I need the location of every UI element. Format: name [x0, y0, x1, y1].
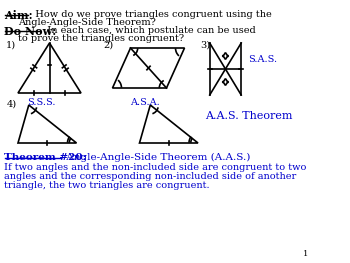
- Text: 4): 4): [6, 100, 16, 109]
- Text: How do we prove triangles congruent using the: How do we prove triangles congruent usin…: [29, 10, 272, 19]
- Text: S.S.S.: S.S.S.: [27, 98, 56, 107]
- Text: Do Now:: Do Now:: [5, 26, 57, 37]
- Text: triangle, the two triangles are congruent.: triangle, the two triangles are congruen…: [5, 181, 210, 190]
- Text: A.A.S. Theorem: A.A.S. Theorem: [205, 111, 293, 121]
- Text: In each case, which postulate can be used: In each case, which postulate can be use…: [41, 26, 256, 35]
- Text: 2): 2): [104, 41, 114, 50]
- Text: Theorem #20:: Theorem #20:: [5, 153, 87, 162]
- Text: If two angles and the non-included side are congruent to two: If two angles and the non-included side …: [5, 163, 307, 172]
- Text: Angle-Angle-Side Theorem?: Angle-Angle-Side Theorem?: [18, 18, 156, 27]
- Text: 1: 1: [303, 250, 309, 258]
- Text: 3): 3): [200, 41, 210, 50]
- Text: 1): 1): [6, 41, 16, 50]
- Text: A.S.A.: A.S.A.: [131, 98, 160, 107]
- Text: Aim:: Aim:: [5, 10, 33, 21]
- Text: angles and the corresponding non-included side of another: angles and the corresponding non-include…: [5, 172, 297, 181]
- Text: Angle-Angle-Side Theorem (A.A.S.): Angle-Angle-Side Theorem (A.A.S.): [63, 153, 250, 162]
- Text: to prove the triangles congruent?: to prove the triangles congruent?: [18, 34, 184, 43]
- Text: S.A.S.: S.A.S.: [248, 55, 278, 64]
